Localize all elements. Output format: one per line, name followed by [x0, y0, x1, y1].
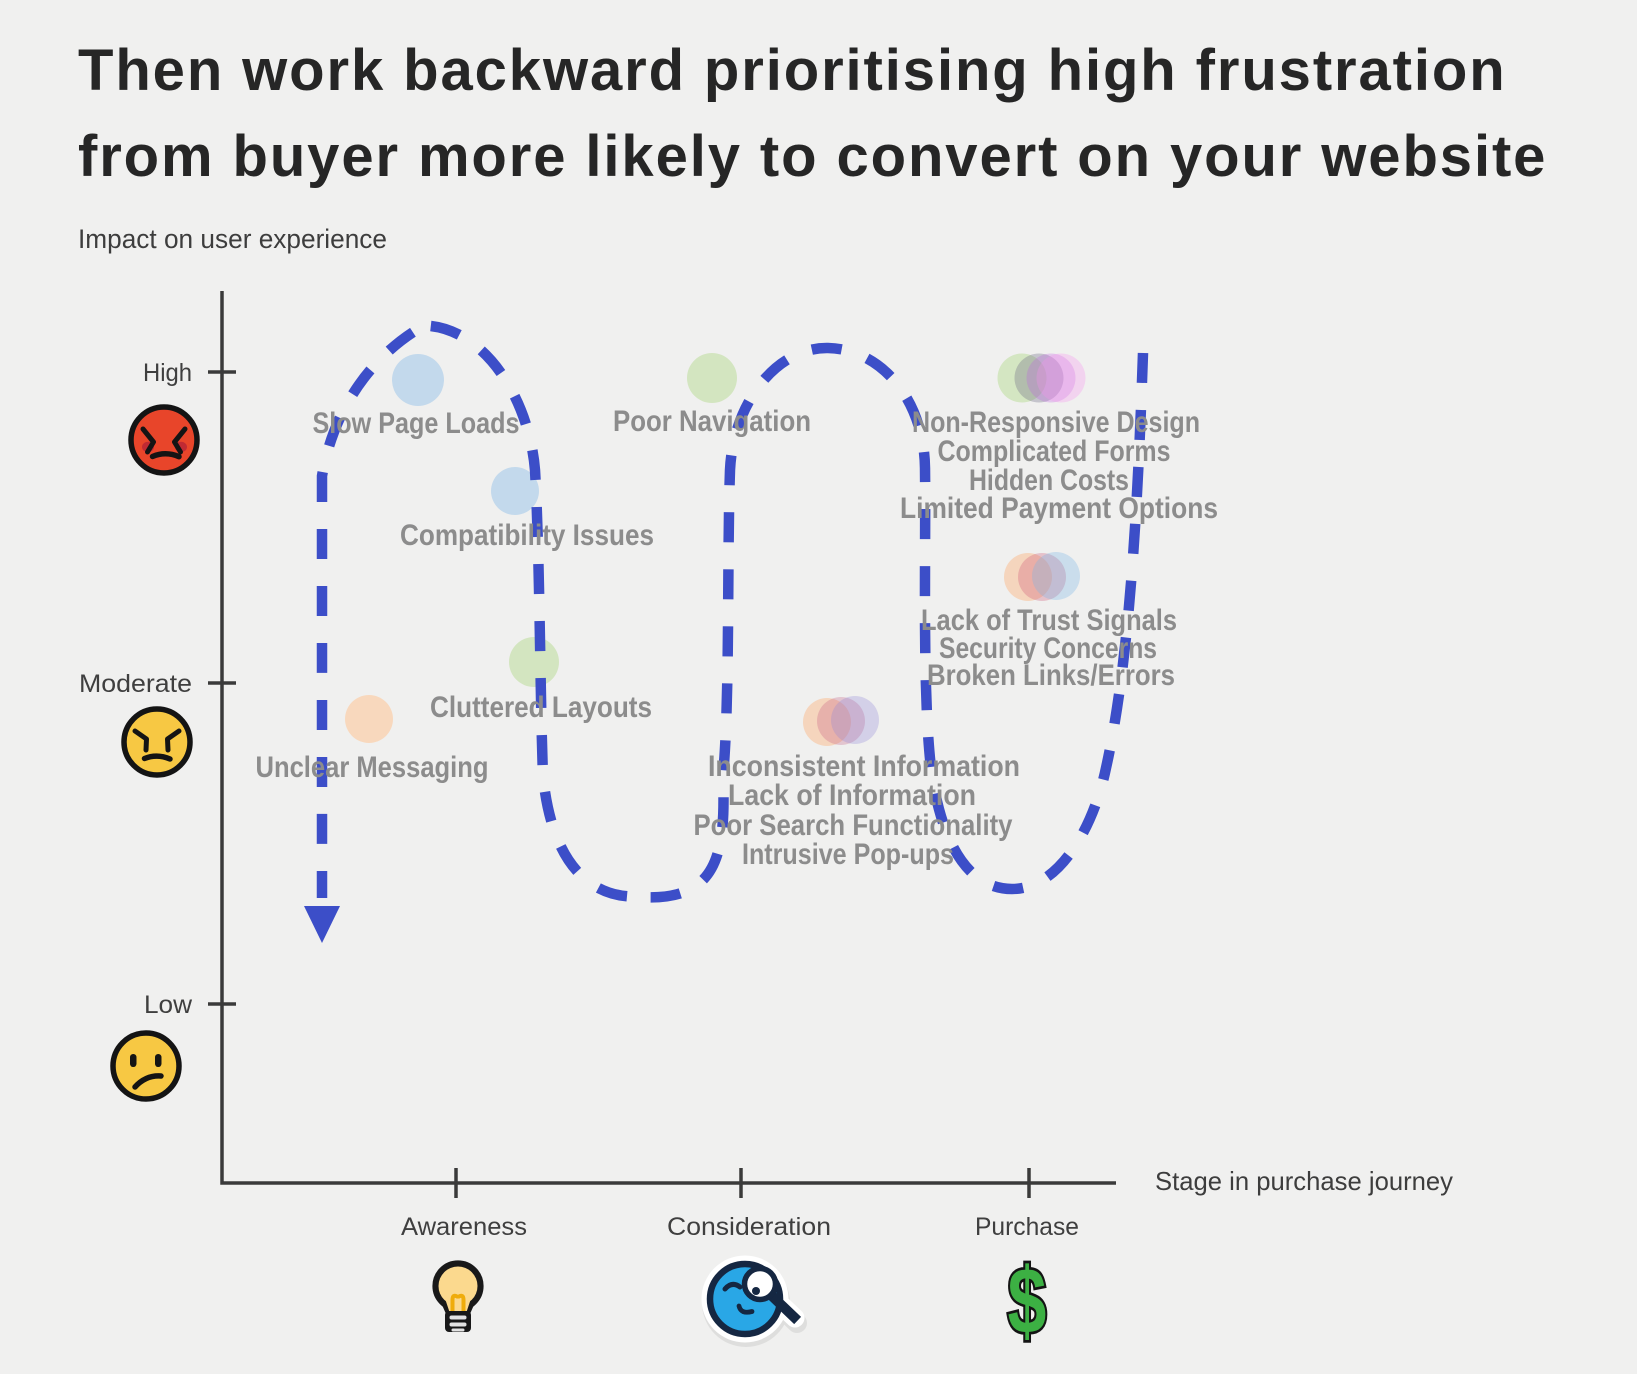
svg-text:Lack of Trust Signals: Lack of Trust Signals [921, 604, 1177, 637]
svg-text:Broken Links/Errors: Broken Links/Errors [927, 659, 1175, 692]
svg-text:Consideration: Consideration [667, 1213, 831, 1241]
svg-text:Limited Payment Options: Limited Payment Options [900, 492, 1218, 525]
svg-text:Moderate: Moderate [79, 670, 192, 698]
svg-text:Hidden Costs: Hidden Costs [969, 464, 1129, 497]
svg-text:High: High [143, 359, 192, 387]
svg-text:Poor Search Functionality: Poor Search Functionality [694, 809, 1013, 842]
svg-text:Compatibility Issues: Compatibility Issues [400, 519, 654, 552]
svg-text:Non-Responsive Design: Non-Responsive Design [912, 406, 1200, 439]
svg-text:Poor Navigation: Poor Navigation [613, 405, 811, 438]
svg-text:Then work backward prioritisin: Then work backward prioritising high fru… [78, 38, 1507, 103]
svg-text:Unclear Messaging: Unclear Messaging [256, 751, 489, 784]
svg-text:Inconsistent Information: Inconsistent Information [708, 750, 1020, 783]
svg-text:Stage in purchase journey: Stage in purchase journey [1155, 1166, 1453, 1196]
svg-text:Intrusive Pop-ups: Intrusive Pop-ups [742, 838, 954, 871]
svg-text:Slow Page Loads: Slow Page Loads [313, 407, 520, 440]
svg-text:Cluttered Layouts: Cluttered Layouts [430, 691, 652, 724]
svg-text:Low: Low [144, 991, 193, 1019]
svg-text:Purchase: Purchase [975, 1213, 1079, 1241]
svg-text:Impact on user experience: Impact on user experience [78, 224, 387, 254]
svg-text:Complicated Forms: Complicated Forms [938, 435, 1171, 468]
svg-text:Lack of Information: Lack of Information [728, 779, 976, 812]
svg-text:$: $ [1008, 1248, 1047, 1354]
svg-text:Security Concerns: Security Concerns [939, 632, 1157, 665]
svg-text:from buyer more likely to conv: from buyer more likely to convert on you… [78, 124, 1547, 189]
svg-text:Awareness: Awareness [401, 1213, 527, 1241]
